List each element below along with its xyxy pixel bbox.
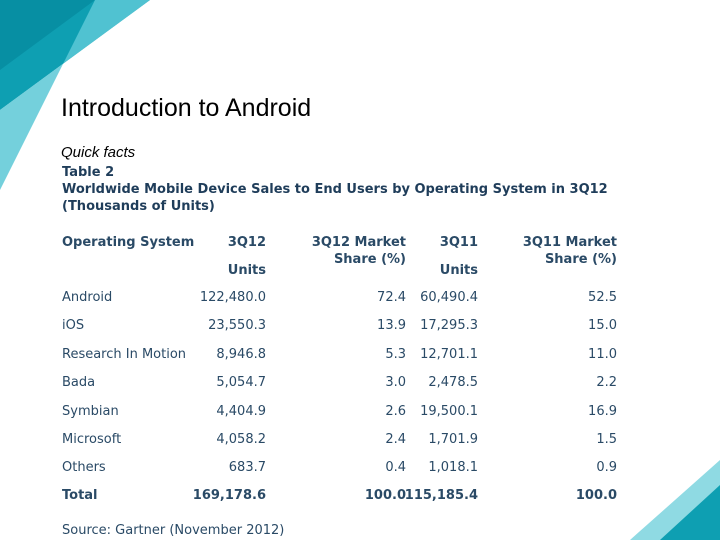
cell-os: Others — [62, 460, 106, 475]
cell-3q12-units: 4,058.2 — [216, 432, 266, 447]
slide-title: Introduction to Android — [61, 94, 312, 122]
cell-3q11-share: 1.5 — [596, 432, 617, 447]
cell-3q11-share: 2.2 — [596, 375, 617, 390]
cell-3q11-units: 1,018.1 — [428, 460, 478, 475]
cell-3q11-share: 15.0 — [588, 318, 617, 333]
cell-3q11-share: 100.0 — [575, 488, 617, 503]
cell-3q12-share: 2.4 — [385, 432, 406, 447]
cell-3q11-units: 17,295.3 — [420, 318, 478, 333]
slide-subtitle: Quick facts — [61, 144, 136, 161]
column-header-3q11-share: 3Q11 Market Share (%) — [522, 235, 617, 267]
corner-decoration-bottom-right — [630, 460, 720, 540]
cell-os: Bada — [62, 375, 96, 390]
column-header-3q12: 3Q12 — [227, 235, 266, 250]
cell-3q12-units: 4,404.9 — [216, 404, 266, 419]
column-header-os: Operating System — [62, 235, 195, 250]
cell-3q11-share: 16.9 — [588, 404, 617, 419]
cell-3q11-units: 19,500.1 — [420, 404, 478, 419]
cell-3q12-units: 169,178.6 — [192, 488, 266, 503]
cell-os: Symbian — [62, 404, 119, 419]
corner-decoration-top-left — [0, 0, 150, 190]
cell-os: Total — [62, 488, 98, 503]
cell-3q11-share: 52.5 — [588, 290, 617, 305]
cell-3q11-units: 12,701.1 — [420, 347, 478, 362]
cell-3q11-units: 2,478.5 — [428, 375, 478, 390]
cell-os: iOS — [62, 318, 85, 333]
cell-3q11-units: 1,701.9 — [428, 432, 478, 447]
cell-3q11-units: 60,490.4 — [420, 290, 478, 305]
cell-3q11-share: 0.9 — [596, 460, 617, 475]
cell-3q12-units: 5,054.7 — [216, 375, 266, 390]
cell-3q12-units: 23,550.3 — [208, 318, 266, 333]
cell-os: Android — [62, 290, 113, 305]
cell-os: Research In Motion — [62, 347, 187, 362]
cell-3q12-share: 3.0 — [385, 375, 406, 390]
column-header-3q11: 3Q11 — [439, 235, 478, 250]
cell-3q12-share: 2.6 — [385, 404, 406, 419]
cell-3q12-share: 0.4 — [385, 460, 406, 475]
cell-3q11-units: 115,185.4 — [404, 488, 478, 503]
column-header-3q12-share: 3Q12 Market Share (%) — [311, 235, 406, 267]
table-caption-units: (Thousands of Units) — [62, 199, 215, 214]
cell-3q12-share: 100.0 — [364, 488, 406, 503]
column-header-3q12-units: Units — [227, 263, 266, 278]
table-caption: Worldwide Mobile Device Sales to End Use… — [62, 182, 608, 197]
table-source: Source: Gartner (November 2012) — [62, 523, 285, 538]
cell-3q12-units: 683.7 — [228, 460, 266, 475]
table-label: Table 2 — [62, 165, 115, 180]
cell-3q12-units: 8,946.8 — [216, 347, 266, 362]
column-header-3q11-units: Units — [439, 263, 478, 278]
cell-3q12-units: 122,480.0 — [199, 290, 266, 305]
cell-3q12-share: 72.4 — [377, 290, 406, 305]
cell-os: Microsoft — [62, 432, 122, 447]
cell-3q12-share: 13.9 — [377, 318, 406, 333]
cell-3q11-share: 11.0 — [588, 347, 617, 362]
cell-3q12-share: 5.3 — [385, 347, 406, 362]
